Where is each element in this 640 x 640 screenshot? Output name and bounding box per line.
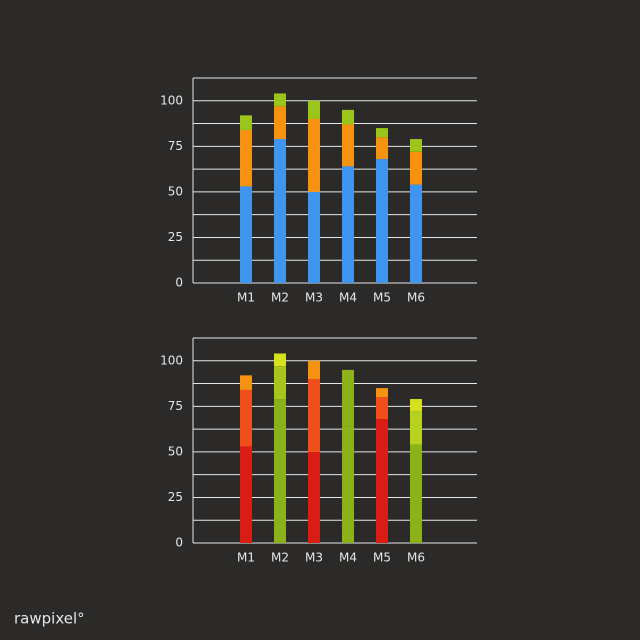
x-tick-label: M4: [339, 551, 357, 565]
bar-segment: [240, 115, 252, 130]
bar-segment: [240, 389, 252, 447]
bar-segment: [376, 397, 388, 420]
bar-segment: [410, 411, 422, 445]
y-tick-label: 50: [168, 184, 183, 198]
x-tick-label: M5: [373, 551, 391, 565]
bar-segment: [342, 166, 354, 283]
bar-segment: [274, 366, 286, 400]
bar-segment: [342, 426, 354, 543]
y-tick-label: 100: [160, 353, 183, 367]
y-tick-label: 75: [168, 399, 183, 413]
bar-segment: [274, 139, 286, 283]
bar-segment: [410, 399, 422, 412]
bar-segment: [274, 353, 286, 367]
x-tick-label: M2: [271, 291, 289, 305]
x-tick-label: M6: [407, 291, 425, 305]
bar-segment: [342, 109, 354, 125]
bar-segment: [240, 375, 252, 390]
bar-segment: [308, 100, 320, 119]
bar-segment: [274, 93, 286, 107]
y-tick-label: 25: [168, 230, 183, 244]
bar-segment: [240, 186, 252, 283]
x-tick-label: M2: [271, 551, 289, 565]
bar-segment: [308, 451, 320, 543]
bar-segment: [410, 184, 422, 283]
x-tick-label: M4: [339, 291, 357, 305]
bar-segment: [342, 369, 354, 385]
y-tick-label: 0: [175, 276, 183, 290]
bar-segment: [376, 128, 388, 138]
y-tick-label: 100: [160, 93, 183, 107]
watermark: rawpixel°: [14, 610, 85, 628]
bar-segment: [342, 384, 354, 427]
bar-segment: [376, 137, 388, 160]
x-tick-label: M5: [373, 291, 391, 305]
y-tick-label: 50: [168, 444, 183, 458]
y-tick-label: 0: [175, 536, 183, 550]
bar-segment: [308, 191, 320, 283]
bar-segment: [240, 446, 252, 543]
x-tick-label: M6: [407, 551, 425, 565]
bar-segment: [274, 106, 286, 140]
y-tick-label: 25: [168, 490, 183, 504]
bar-segment: [342, 124, 354, 167]
bar-segment: [410, 139, 422, 152]
bar-segment: [376, 388, 388, 398]
bar-segment: [410, 444, 422, 543]
bar-segment: [376, 419, 388, 543]
bar-segment: [308, 379, 320, 452]
bar-segment: [308, 119, 320, 192]
bar-segment: [308, 360, 320, 379]
x-tick-label: M3: [305, 551, 323, 565]
bar-segment: [410, 151, 422, 185]
x-tick-label: M3: [305, 291, 323, 305]
x-tick-label: M1: [237, 291, 255, 305]
x-tick-label: M1: [237, 551, 255, 565]
bar-segment: [376, 159, 388, 283]
bar-segment: [240, 129, 252, 187]
bar-segment: [274, 399, 286, 543]
y-tick-label: 75: [168, 139, 183, 153]
